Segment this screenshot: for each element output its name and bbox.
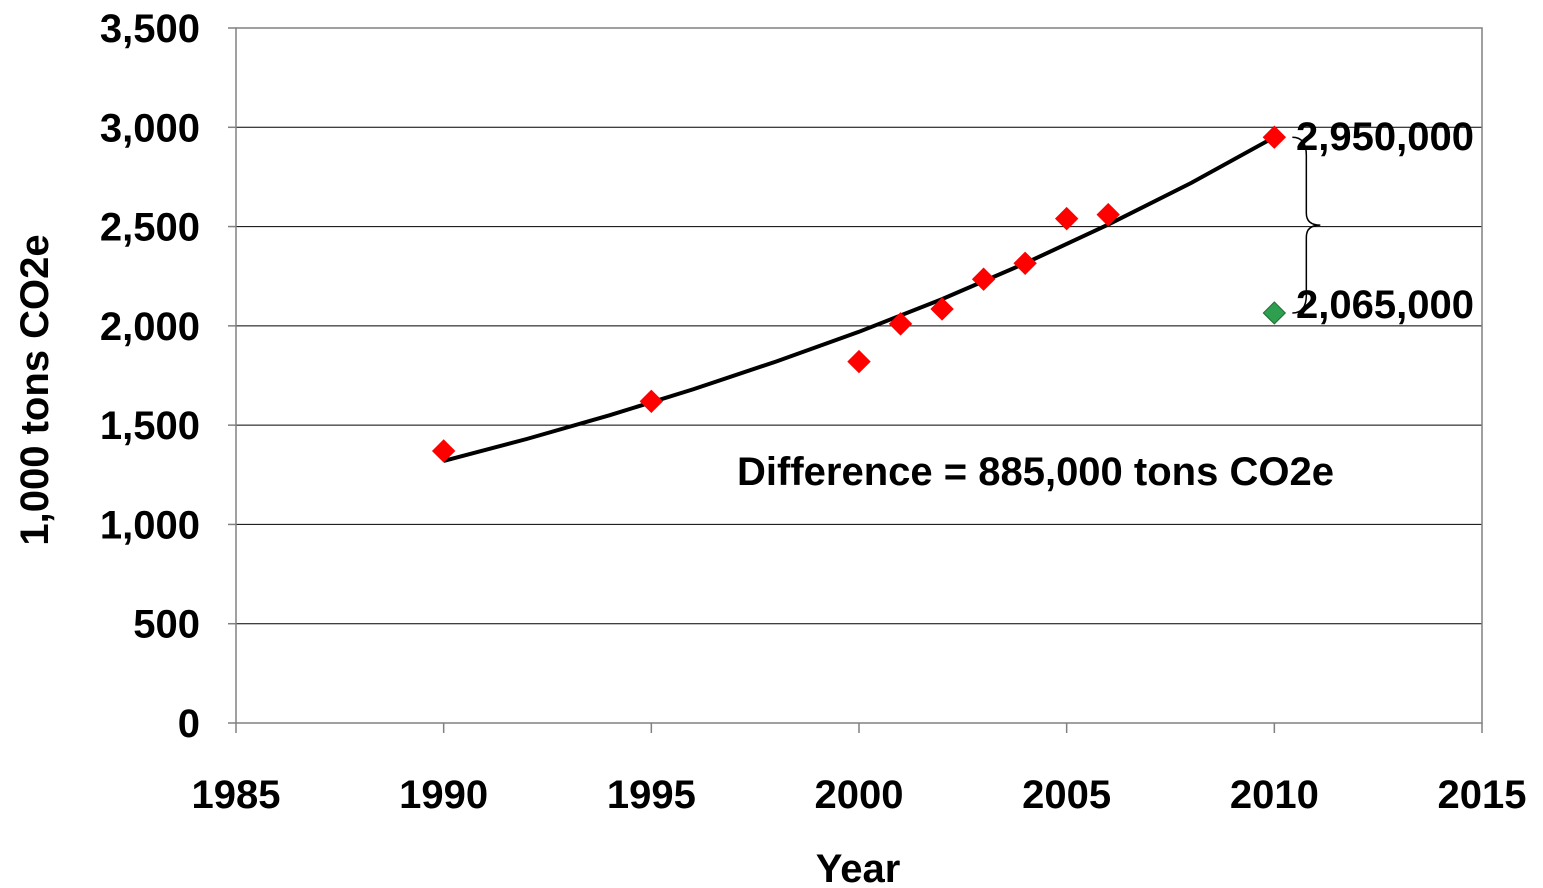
x-tick-label: 2015 xyxy=(1438,773,1527,817)
data-point xyxy=(1013,251,1037,276)
y-tick-label: 1,500 xyxy=(100,404,200,448)
x-axis: 1985 1990 1995 2000 2005 2010 2015 xyxy=(192,723,1527,817)
x-tick-label: 1985 xyxy=(192,773,281,817)
y-axis: 0 500 1,000 1,500 2,000 2,500 3,000 3,500 xyxy=(100,7,236,746)
data-point xyxy=(431,439,456,463)
x-axis-title: Year xyxy=(816,847,901,888)
y-tick-label: 3,500 xyxy=(100,7,200,51)
data-point xyxy=(847,349,871,374)
y-tick-label: 3,000 xyxy=(100,106,200,150)
data-point xyxy=(1096,202,1120,227)
difference-brace xyxy=(1292,136,1321,314)
y-tick-label: 0 xyxy=(178,702,200,746)
data-point xyxy=(1054,206,1079,231)
lower-value-label: 2,065,000 xyxy=(1296,283,1474,327)
x-tick-label: 2000 xyxy=(815,773,904,817)
trend-line xyxy=(443,135,1276,463)
target-point xyxy=(1262,301,1287,325)
gridlines xyxy=(236,126,1482,625)
y-tick-label: 2,500 xyxy=(100,206,200,250)
y-tick-label: 1,000 xyxy=(100,503,200,547)
data-point xyxy=(930,297,954,321)
x-tick-label: 1995 xyxy=(607,773,696,817)
x-tick-label: 1990 xyxy=(399,773,488,817)
upper-value-label: 2,950,000 xyxy=(1296,115,1474,159)
data-markers xyxy=(431,125,1287,463)
data-point xyxy=(1262,125,1287,149)
x-tick-label: 2005 xyxy=(1022,773,1111,817)
y-tick-label: 2,000 xyxy=(100,305,200,349)
data-point xyxy=(639,389,664,414)
y-tick-label: 500 xyxy=(133,603,200,647)
data-point xyxy=(971,267,996,291)
x-tick-label: 2010 xyxy=(1230,773,1319,817)
data-point xyxy=(888,312,913,336)
difference-label: Difference = 885,000 tons CO2e xyxy=(737,450,1334,494)
y-axis-title: 1,000 tons CO2e xyxy=(13,234,57,545)
